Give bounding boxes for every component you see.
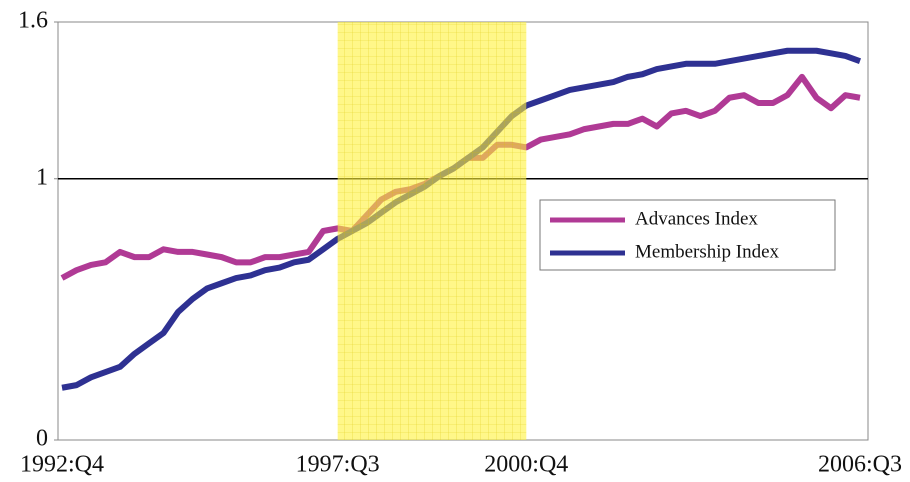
x-tick-label: 2000:Q4	[484, 452, 568, 478]
legend-label: Advances Index	[635, 208, 758, 229]
legend-box	[539, 199, 836, 271]
shaded-grid	[337, 22, 527, 440]
x-tick-label: 1992:Q4	[20, 452, 104, 478]
legend-label: Membership Index	[635, 241, 780, 262]
x-tick-label: 2006:Q3	[818, 452, 902, 478]
y-tick-label: 1.6	[18, 8, 48, 34]
x-tick-label: 1997:Q3	[296, 452, 380, 478]
y-tick-label: 1	[36, 164, 48, 190]
y-tick-label: 0	[36, 426, 48, 452]
